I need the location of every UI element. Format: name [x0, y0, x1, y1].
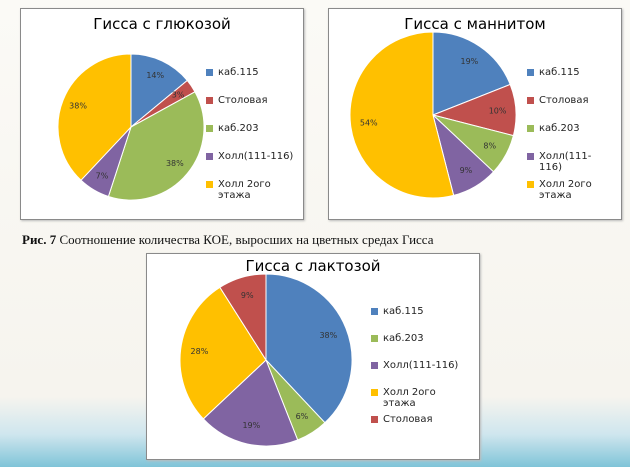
data-label: 10% [489, 106, 507, 115]
legend-label: каб.115 [539, 67, 580, 78]
pie-slice [432, 31, 511, 116]
legend-swatch [371, 389, 378, 396]
legend-item: каб.115 [371, 306, 471, 317]
legend-item: Столовая [371, 414, 471, 425]
legend-item: каб.115 [527, 67, 609, 78]
legend-item: Холл(111-116) [371, 360, 471, 371]
data-label: 19% [460, 57, 478, 66]
legend-swatch [371, 362, 378, 369]
legend-item: Столовая [206, 95, 298, 106]
caption-text: Соотношение количества КОЕ, выросших на … [59, 232, 434, 247]
legend-label: Холл(111-116) [539, 151, 592, 173]
legend-item: Столовая [527, 95, 609, 106]
legend-item: Холл(111-116) [206, 151, 298, 162]
data-label: 8% [483, 142, 496, 151]
legend-swatch [527, 181, 534, 188]
data-label: 9% [460, 166, 473, 175]
legend-swatch [206, 69, 213, 76]
caption-label: Рис. 7 [22, 232, 57, 247]
legend-swatch [527, 153, 534, 160]
data-label: 3% [172, 90, 185, 99]
pie-slice [107, 91, 205, 201]
chart-box: 19% 10% 8% 9% 54% Гисса с маннитом каб.115 Стол… [328, 8, 622, 220]
legend-label: каб.115 [383, 306, 424, 317]
legend-swatch [206, 125, 213, 132]
data-label: 38% [166, 159, 184, 168]
legend-item: Холл(111-116) [527, 151, 609, 173]
legend-label: Холл 2ого этажа [539, 179, 592, 201]
legend-label: Холл(111-116) [218, 151, 294, 162]
legend-label: Столовая [218, 95, 268, 106]
legend-label: каб.203 [383, 333, 424, 344]
caption: Рис. 7 Соотношение количества КОЕ, вырос… [22, 232, 434, 248]
pie-slice [202, 359, 299, 447]
pie-slice [57, 53, 132, 181]
legend-item: Холл 2ого этажа [206, 179, 298, 201]
legend-item: каб.203 [371, 333, 471, 344]
legend-label: каб.203 [218, 123, 259, 134]
legend-label: Холл 2ого этажа [383, 387, 436, 409]
chart-box: 14% 3% 38% 7% 38% Гисса с глюкозой каб.115 Стол… [20, 8, 304, 220]
data-label: 14% [146, 71, 164, 80]
chart-title: Гисса с глюкозой [93, 15, 231, 33]
legend-swatch [527, 97, 534, 104]
legend-label: каб.203 [539, 123, 580, 134]
legend-label: каб.115 [218, 67, 259, 78]
pie-slice [219, 273, 267, 362]
data-label: 19% [242, 421, 260, 430]
legend-label: Столовая [539, 95, 589, 106]
legend-item: каб.203 [206, 123, 298, 134]
legend-item: Холл 2ого этажа [371, 387, 471, 409]
data-label: 9% [241, 291, 254, 300]
legend-swatch [527, 125, 534, 132]
chart-title: Гисса с лактозой [245, 257, 381, 275]
legend-label: Столовая [383, 414, 433, 425]
legend-swatch [206, 181, 213, 188]
legend-swatch [206, 97, 213, 104]
legend-swatch [206, 153, 213, 160]
data-label: 6% [296, 412, 309, 421]
data-label: 38% [69, 102, 87, 111]
data-label: 38% [319, 331, 337, 340]
pie-slice [179, 286, 267, 420]
legend-label: Холл(111-116) [383, 360, 459, 371]
legend-swatch [527, 69, 534, 76]
legend-item: Холл 2ого этажа [527, 179, 609, 201]
legend-item: каб.115 [206, 67, 298, 78]
pie-slice [265, 273, 353, 424]
pie-slice [130, 53, 188, 129]
legend-swatch [371, 416, 378, 423]
pie-slice [349, 31, 455, 199]
chart-box: 38% 6% 19% 28% 9% Гисса с лактозой каб.115 каб.… [146, 253, 480, 460]
legend-swatch [371, 335, 378, 342]
pie-chart: 38% 6% 19% 28% 9% [179, 273, 353, 447]
legend-item: каб.203 [527, 123, 609, 134]
legend-label: Холл 2ого этажа [218, 179, 271, 201]
pie-chart: 19% 10% 8% 9% 54% [349, 31, 517, 199]
data-label: 28% [191, 347, 209, 356]
data-label: 54% [360, 119, 378, 128]
data-label: 7% [96, 172, 109, 181]
legend-swatch [371, 308, 378, 315]
chart-title: Гисса с маннитом [404, 15, 546, 33]
pie-chart: 14% 3% 38% 7% 38% [57, 53, 205, 201]
